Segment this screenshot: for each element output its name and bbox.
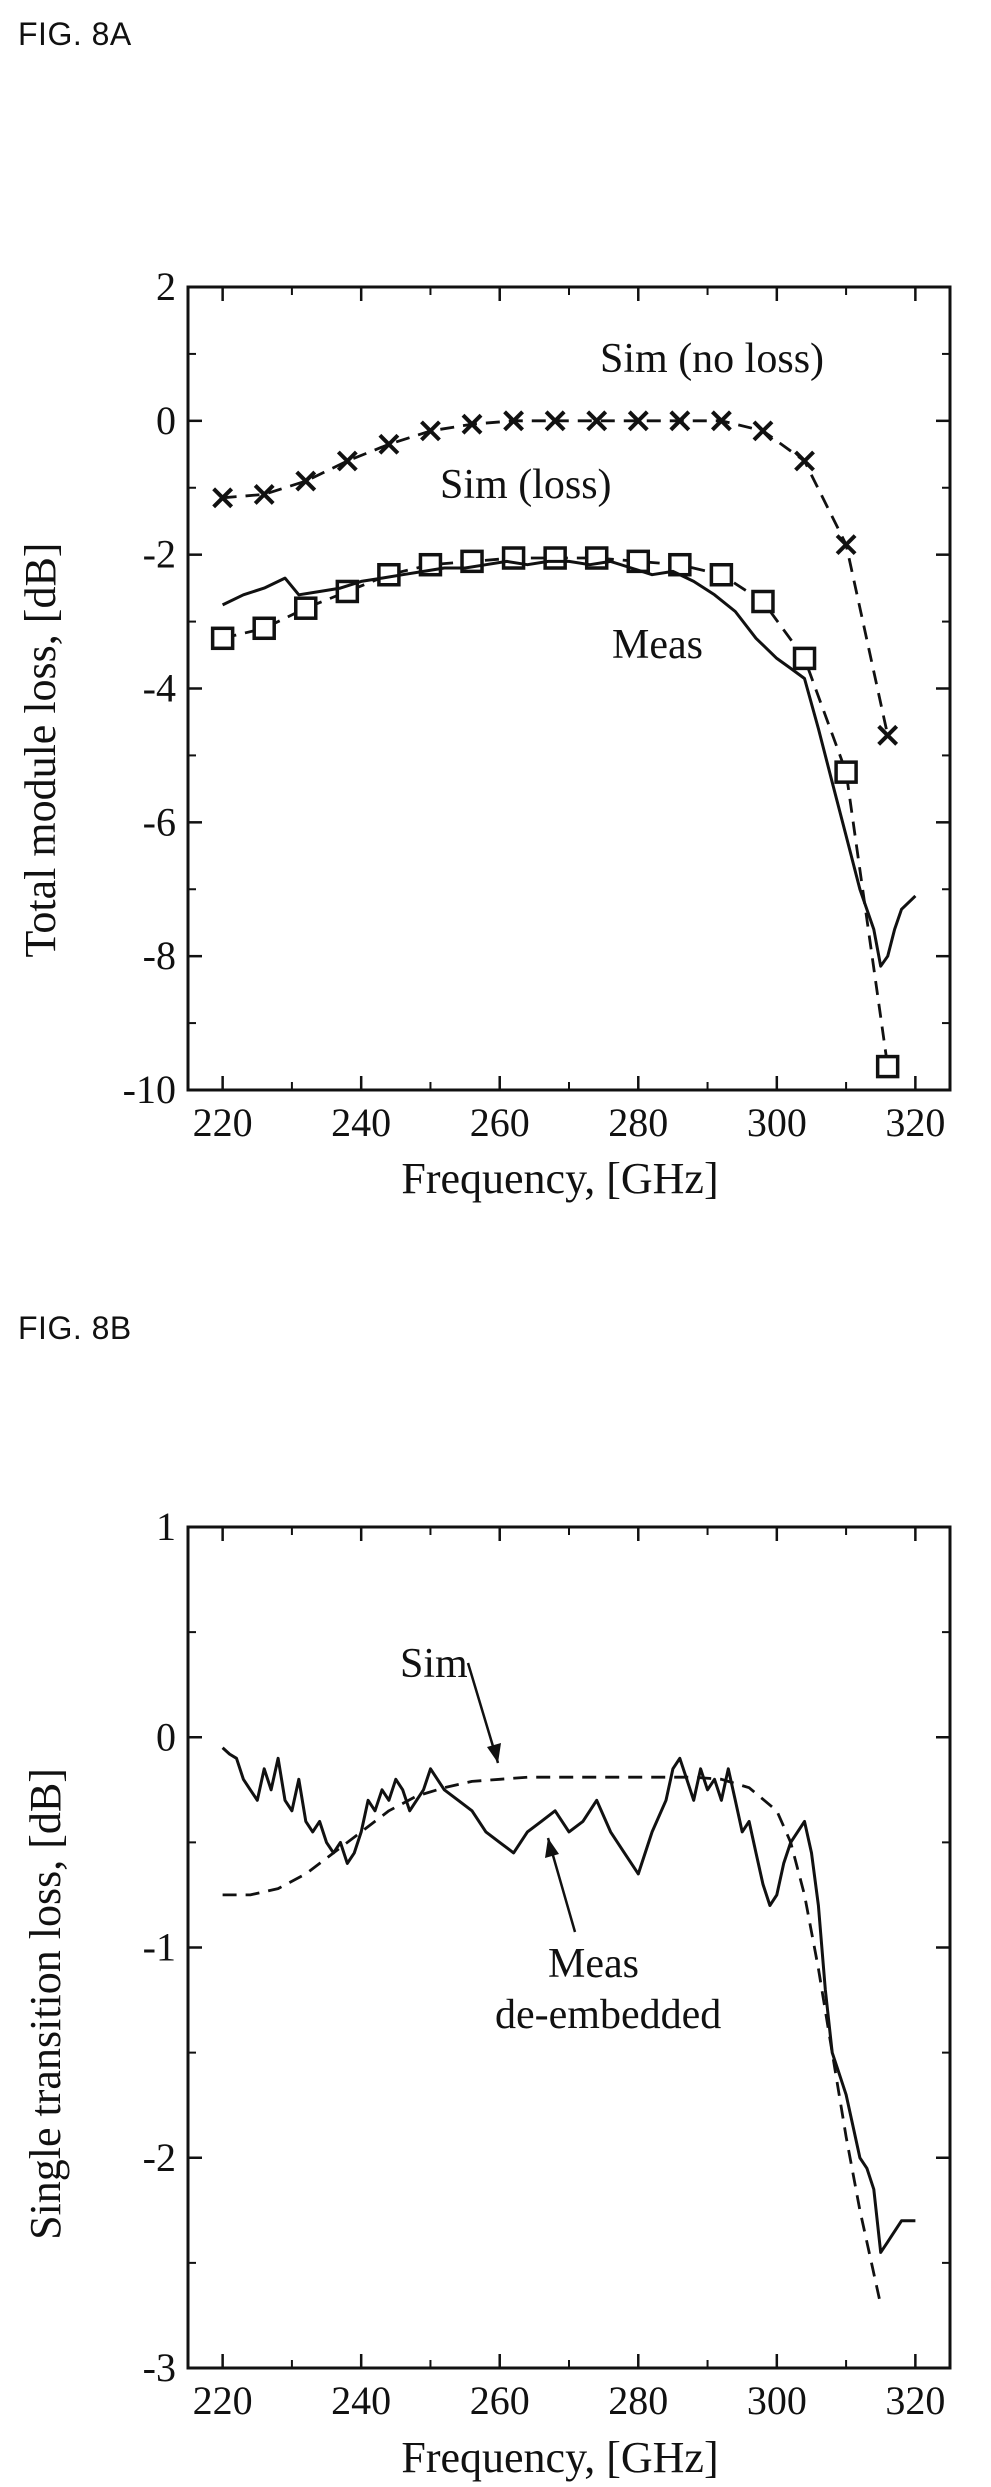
x-tick-label-a: 220 [193,1100,253,1145]
series-a-0-x-marker [752,420,774,442]
y-tick-label-a: -6 [143,799,176,844]
series-b-0-line [222,1775,883,2306]
series-a-1-square-marker [792,646,817,671]
y-tick-label-a: -4 [143,666,176,711]
series-a-1-square-marker [543,546,567,570]
y-tick-label-b: 0 [156,1714,176,1759]
annotation-de-embedded: de-embedded [495,1992,721,2038]
series-a-1-square-marker [252,616,276,641]
y-tick-label-b: -2 [143,2135,176,2180]
series-a-1-square-marker [294,596,318,620]
x-tick-label-a: 280 [608,1100,668,1145]
series-a-0-x-marker [794,450,815,472]
series-a-0-x-marker [503,410,524,432]
series-a-0-x-marker [420,420,441,442]
series-a-1-line [222,556,890,1067]
x-tick-label-b: 320 [885,2378,945,2423]
figure-8a-label: FIG. 8A [18,16,132,52]
plot-area-a: 220 240 260 280 300 320 -10 -8 -6 -4 -2 0 2 [123,264,952,1145]
y-axis-title-a: Total module loss, [dB] [16,543,65,958]
x-tick-label-b: 280 [608,2378,668,2423]
annotation-sim-no-loss: Sim (no loss) [600,336,824,382]
x-tick-label-b: 300 [747,2378,807,2423]
series-a-0-x-marker [378,433,400,455]
x-axis-title-b: Frequency, [GHz] [401,2433,718,2482]
total-module-loss-chart: 220 240 260 280 300 320 -10 -8 -6 -4 -2 0 2 Frequenc… [16,264,952,1203]
y-tick-label-a: -8 [143,933,176,978]
series-a-2-line [221,559,917,968]
x-tick-label-b: 260 [470,2378,530,2423]
series-a-0-x-marker [710,410,732,432]
annotation-arrows-b [466,1662,577,1933]
x-tick-label-a: 240 [331,1100,391,1145]
series-a-1-square-marker [751,589,775,614]
y-tick-label-b: -3 [143,2345,176,2390]
series-b-1-line [221,1746,916,2254]
x-tick-label-b: 240 [331,2378,391,2423]
plot-area-b: 220 240 260 280 300 320 -3 -2 -1 0 1 [143,1504,952,2423]
x-tick-label-a: 320 [885,1100,945,1145]
series-a-1-square-marker [210,626,235,651]
x-axis-title-a: Frequency, [GHz] [401,1154,718,1203]
series-a-0-x-marker [295,470,317,492]
series-a-0-x-marker [586,410,608,432]
single-transition-loss-chart: 220 240 260 280 300 320 -3 -2 -1 0 1 Frequency, [G… [21,1504,952,2482]
series-a-0-x-marker [336,450,358,472]
plot-frame-a [186,285,952,1092]
annotation-meas-b: Meas [548,1941,639,1987]
series-a-0-x-marker [627,410,649,432]
series-a-0-x-marker [877,724,899,746]
arrow-sim-head [487,1743,501,1763]
y-tick-label-b: 1 [156,1504,176,1549]
series-a-1-square-marker [875,1054,900,1079]
y-tick-label-b: -1 [143,1925,176,1970]
annotation-sim-b: Sim [400,1641,468,1687]
y-axis-title-b: Single transition loss, [dB] [21,1768,70,2240]
series-a-0-x-marker [212,487,234,509]
figure-8b-label: FIG. 8B [18,1310,132,1346]
y-tick-label-a: 0 [156,398,176,443]
y-tick-label-a: -2 [143,532,176,577]
arrow-meas-head [545,1838,559,1858]
series-a-1-square-marker [709,562,734,587]
series-a-1-square-marker [834,760,858,784]
series-a-0-x-marker [253,484,275,505]
annotation-meas-a: Meas [612,622,703,668]
series-a-0-x-marker [461,413,483,435]
x-tick-label-b: 220 [193,2378,253,2423]
series-a-0-x-marker [669,410,691,432]
x-tick-label-a: 300 [747,1100,807,1145]
y-tick-label-a: 2 [156,264,176,309]
x-tick-label-a: 260 [470,1100,530,1145]
series-a-0-x-marker [835,534,857,556]
y-tick-label-a: -10 [123,1067,176,1112]
series-a-0-x-marker [544,410,566,432]
annotation-sim-loss: Sim (loss) [440,462,612,508]
